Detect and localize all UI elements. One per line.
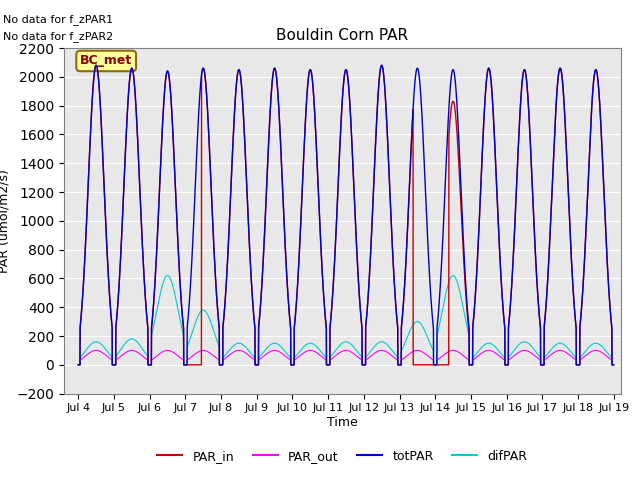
Y-axis label: PAR (umol/m2/s): PAR (umol/m2/s) (0, 169, 11, 273)
Text: No data for f_zPAR2: No data for f_zPAR2 (3, 31, 113, 42)
Title: Bouldin Corn PAR: Bouldin Corn PAR (276, 28, 408, 43)
Legend: PAR_in, PAR_out, totPAR, difPAR: PAR_in, PAR_out, totPAR, difPAR (152, 445, 532, 468)
Text: No data for f_zPAR1: No data for f_zPAR1 (3, 14, 113, 25)
X-axis label: Time: Time (327, 416, 358, 429)
Text: BC_met: BC_met (80, 55, 132, 68)
